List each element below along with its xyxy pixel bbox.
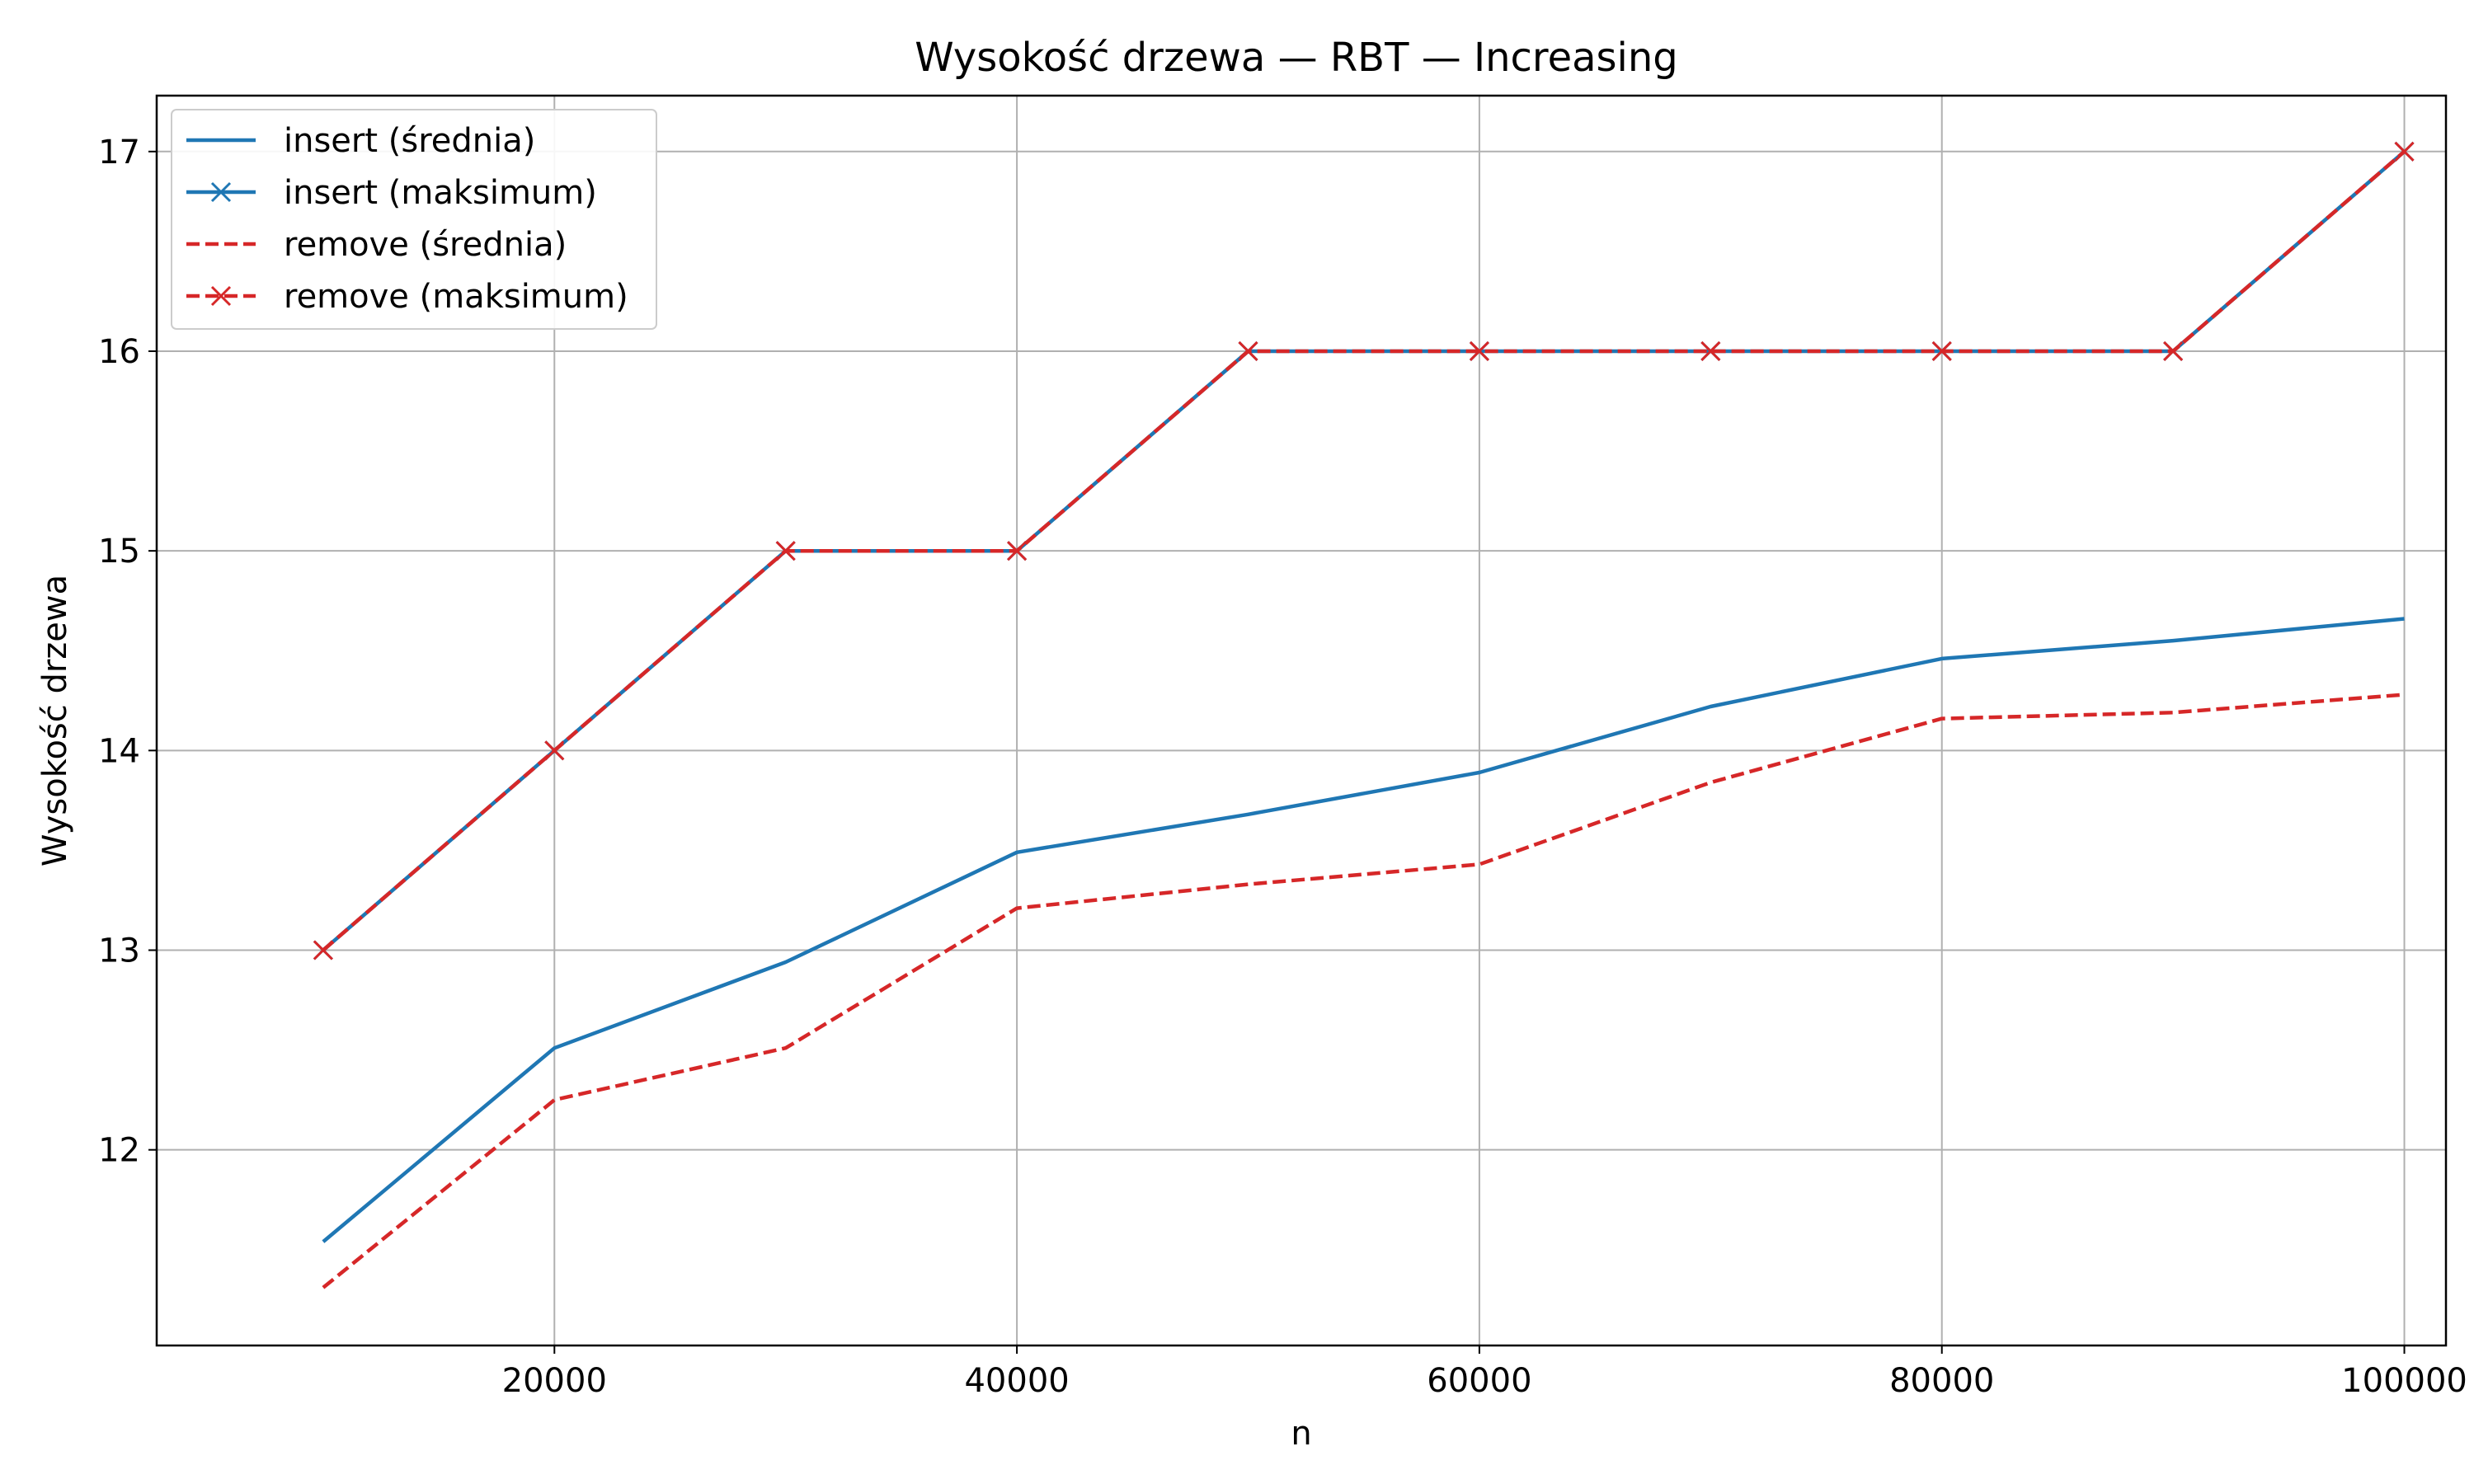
data-point-marker xyxy=(1238,340,1258,362)
series-remove-maksimum xyxy=(313,141,2415,960)
data-point-marker xyxy=(1007,541,1028,561)
x-tick-label: 20000 xyxy=(502,1362,607,1400)
series-line xyxy=(322,693,2405,1289)
x-axis-label: n xyxy=(1291,1415,1311,1453)
y-tick-label: 17 xyxy=(98,134,140,171)
legend-box xyxy=(171,109,657,330)
series-line xyxy=(322,150,2406,952)
legend-item: remove (średnia) xyxy=(186,226,567,264)
data-point-marker xyxy=(544,740,565,761)
plot-frame xyxy=(155,94,2448,1347)
legend-item: insert (maksimum) xyxy=(186,174,597,212)
y-axis-ticks: 12 13 14 15 16 17 xyxy=(98,134,157,1170)
series-remove-rednia xyxy=(322,693,2405,1289)
data-point-marker xyxy=(1931,340,1952,362)
legend-item: insert (średnia) xyxy=(186,122,535,160)
y-tick-label: 16 xyxy=(98,333,140,371)
legend: insert (średnia) insert (maksimum) remove … xyxy=(171,109,657,330)
series-insert-rednia xyxy=(322,617,2405,1243)
legend-item: remove (maksimum) xyxy=(186,278,628,316)
plot-series xyxy=(313,141,2415,1289)
data-point-marker xyxy=(775,541,796,561)
data-point-marker xyxy=(2163,340,2184,362)
legend-label: remove (maksimum) xyxy=(284,278,628,316)
legend-label: insert (maksimum) xyxy=(284,174,597,212)
chart-title: Wysokość drzewa — RBT — Increasing xyxy=(915,35,1678,81)
data-point-marker xyxy=(1700,340,1721,362)
x-tick-label: 80000 xyxy=(1889,1362,1994,1400)
series-line xyxy=(322,617,2405,1243)
y-tick-label: 12 xyxy=(98,1132,140,1170)
x-tick-label: 40000 xyxy=(964,1362,1069,1400)
y-axis-label: Wysokość drzewa xyxy=(36,575,74,866)
y-tick-label: 14 xyxy=(98,732,140,770)
legend-label: insert (średnia) xyxy=(284,122,535,160)
y-tick-label: 15 xyxy=(98,533,140,571)
legend-marker xyxy=(210,285,232,307)
data-point-marker xyxy=(1469,340,1489,362)
legend-marker xyxy=(210,181,232,203)
x-tick-label: 100000 xyxy=(2341,1362,2467,1400)
data-point-marker xyxy=(313,940,333,960)
legend-label: remove (średnia) xyxy=(284,226,567,264)
x-tick-label: 60000 xyxy=(1427,1362,1531,1400)
x-axis-ticks: 20000 40000 60000 80000 100000 xyxy=(502,1345,2467,1400)
data-point-marker xyxy=(2394,141,2415,162)
y-tick-label: 13 xyxy=(98,932,140,970)
